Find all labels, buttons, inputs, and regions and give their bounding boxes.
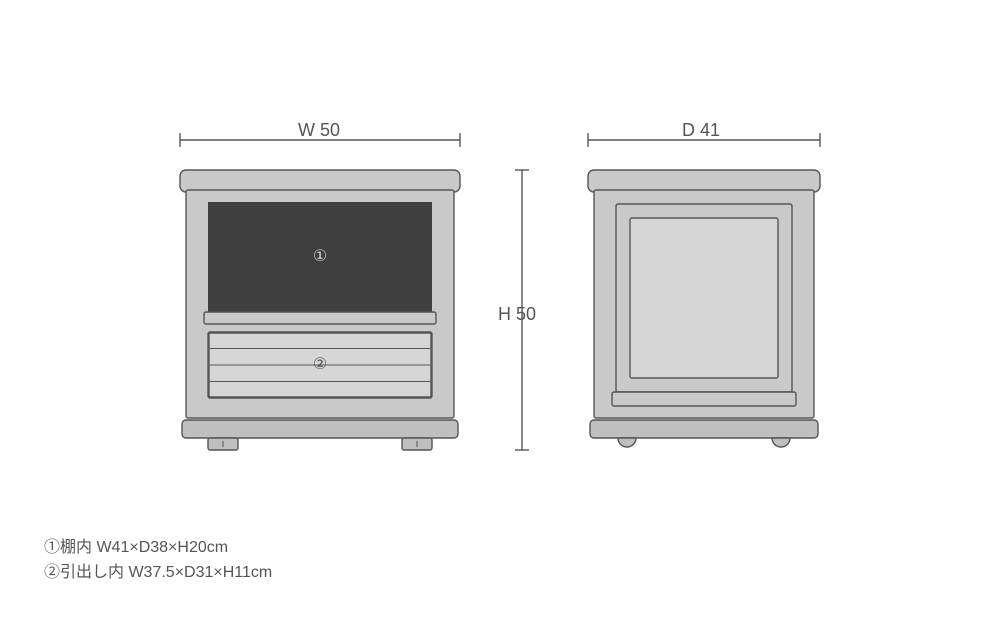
dim-width-label: W 50	[298, 120, 340, 141]
notes-block: ①棚内 W41×D38×H20cm ②引出し内 W37.5×D31×H11cm	[44, 536, 272, 586]
dim-height-label: H 50	[498, 304, 536, 325]
diagram-area: W 50 D 41 H 50 ①②	[160, 120, 880, 480]
note-line-1: ①棚内 W41×D38×H20cm	[44, 536, 272, 561]
svg-text:①: ①	[313, 248, 327, 265]
dim-depth-label: D 41	[682, 120, 720, 141]
note-line-2: ②引出し内 W37.5×D31×H11cm	[44, 561, 272, 586]
svg-text:②: ②	[313, 356, 327, 373]
furniture-diagram: ①②	[160, 120, 880, 480]
